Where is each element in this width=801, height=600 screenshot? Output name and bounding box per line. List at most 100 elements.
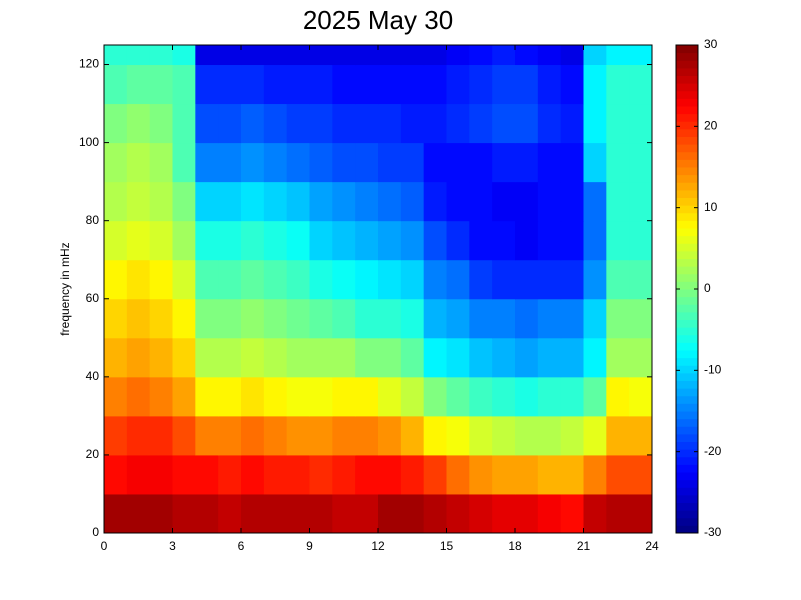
heatmap-cell bbox=[309, 103, 333, 144]
heatmap-cell bbox=[469, 142, 493, 183]
heatmap-cell bbox=[515, 103, 539, 144]
heatmap-cell bbox=[263, 45, 288, 66]
heatmap-cell bbox=[286, 415, 310, 456]
colorbar-tick-label: -10 bbox=[704, 363, 722, 377]
heatmap-cell bbox=[104, 376, 128, 417]
heatmap-cell bbox=[515, 337, 539, 378]
colorbar-segment bbox=[676, 433, 698, 442]
heatmap-cell bbox=[104, 298, 128, 339]
heatmap-cell bbox=[560, 64, 584, 105]
y-tick-label: 120 bbox=[79, 57, 99, 71]
heatmap-cell bbox=[400, 337, 425, 378]
heatmap-cell bbox=[629, 454, 653, 495]
heatmap-cell bbox=[104, 220, 128, 261]
heatmap-cell bbox=[355, 45, 379, 66]
heatmap-cell bbox=[378, 493, 402, 534]
heatmap-cell bbox=[606, 376, 630, 417]
colorbar-segment bbox=[676, 319, 698, 328]
heatmap-cell bbox=[286, 259, 310, 300]
heatmap-cell bbox=[469, 454, 493, 495]
heatmap-cell bbox=[469, 298, 493, 339]
heatmap-cell bbox=[400, 103, 425, 144]
heatmap-cell bbox=[218, 103, 242, 144]
heatmap-cell bbox=[286, 181, 310, 222]
colorbar-segment bbox=[676, 106, 698, 115]
heatmap-cell bbox=[263, 103, 288, 144]
heatmap-cell bbox=[400, 220, 425, 261]
heatmap-cell bbox=[241, 415, 265, 456]
heatmap-cell bbox=[332, 220, 356, 261]
heatmap-cell bbox=[537, 415, 562, 456]
heatmap-cell bbox=[309, 259, 333, 300]
colorbar-segment bbox=[676, 159, 698, 168]
heatmap-cell bbox=[149, 415, 173, 456]
heatmap-cell bbox=[560, 454, 584, 495]
heatmap-cell bbox=[241, 220, 265, 261]
colorbar-segment bbox=[676, 52, 698, 61]
heatmap-cell bbox=[172, 142, 196, 183]
heatmap-cell bbox=[629, 220, 653, 261]
colorbar-tick-label: 20 bbox=[704, 119, 718, 133]
heatmap-cell bbox=[355, 220, 379, 261]
heatmap-cell bbox=[286, 337, 310, 378]
heatmap-cell bbox=[469, 259, 493, 300]
heatmap-cell bbox=[172, 337, 196, 378]
heatmap-cell bbox=[309, 220, 333, 261]
heatmap-cell bbox=[126, 376, 151, 417]
heatmap-cell bbox=[332, 64, 356, 105]
colorbar-segment bbox=[676, 83, 698, 92]
x-tick-label: 9 bbox=[306, 539, 313, 553]
heatmap-cell bbox=[606, 142, 630, 183]
heatmap-cell bbox=[286, 376, 310, 417]
heatmap-cell bbox=[241, 45, 265, 66]
heatmap-cell bbox=[126, 220, 151, 261]
heatmap-cell bbox=[423, 493, 447, 534]
heatmap-cell bbox=[172, 64, 196, 105]
heatmap-cell bbox=[492, 376, 516, 417]
heatmap-cell bbox=[332, 415, 356, 456]
colorbar-segment bbox=[676, 75, 698, 84]
colorbar-segment bbox=[676, 136, 698, 145]
heatmap-cell bbox=[400, 181, 425, 222]
heatmap-cell bbox=[309, 45, 333, 66]
heatmap-cell bbox=[149, 376, 173, 417]
colorbar-segment bbox=[676, 235, 698, 244]
heatmap-cell bbox=[218, 259, 242, 300]
heatmap-cell bbox=[332, 259, 356, 300]
heatmap-cell bbox=[263, 220, 288, 261]
heatmap-cell bbox=[492, 493, 516, 534]
heatmap-cell bbox=[332, 45, 356, 66]
heatmap-cell bbox=[332, 454, 356, 495]
heatmap-cell bbox=[218, 142, 242, 183]
heatmap-cell bbox=[469, 45, 493, 66]
heatmap-cell bbox=[241, 376, 265, 417]
colorbar-segment bbox=[676, 426, 698, 435]
heatmap-cell bbox=[560, 142, 584, 183]
heatmap-cell bbox=[355, 454, 379, 495]
heatmap-cell bbox=[560, 259, 584, 300]
heatmap-cell bbox=[263, 142, 288, 183]
heatmap-cell bbox=[583, 181, 607, 222]
heatmap-cell bbox=[241, 298, 265, 339]
heatmap-cell bbox=[606, 493, 630, 534]
heatmap-cell bbox=[606, 415, 630, 456]
colorbar-segment bbox=[676, 456, 698, 465]
heatmap-cell bbox=[309, 181, 333, 222]
heatmap-cell bbox=[446, 181, 470, 222]
colorbar-segment bbox=[676, 487, 698, 496]
colorbar-segment bbox=[676, 205, 698, 214]
x-tick-label: 15 bbox=[440, 539, 454, 553]
heatmap-cell bbox=[195, 298, 219, 339]
heatmap-cell bbox=[355, 415, 379, 456]
heatmap-cell bbox=[446, 220, 470, 261]
colorbar-segment bbox=[676, 90, 698, 99]
colorbar-segment bbox=[676, 372, 698, 381]
heatmap-cell bbox=[492, 454, 516, 495]
heatmap-cell bbox=[104, 259, 128, 300]
colorbar-segment bbox=[676, 182, 698, 191]
colorbar-segment bbox=[676, 350, 698, 359]
heatmap-cell bbox=[218, 337, 242, 378]
heatmap-cell bbox=[218, 220, 242, 261]
heatmap-cell bbox=[286, 45, 310, 66]
heatmap-cell bbox=[537, 142, 562, 183]
